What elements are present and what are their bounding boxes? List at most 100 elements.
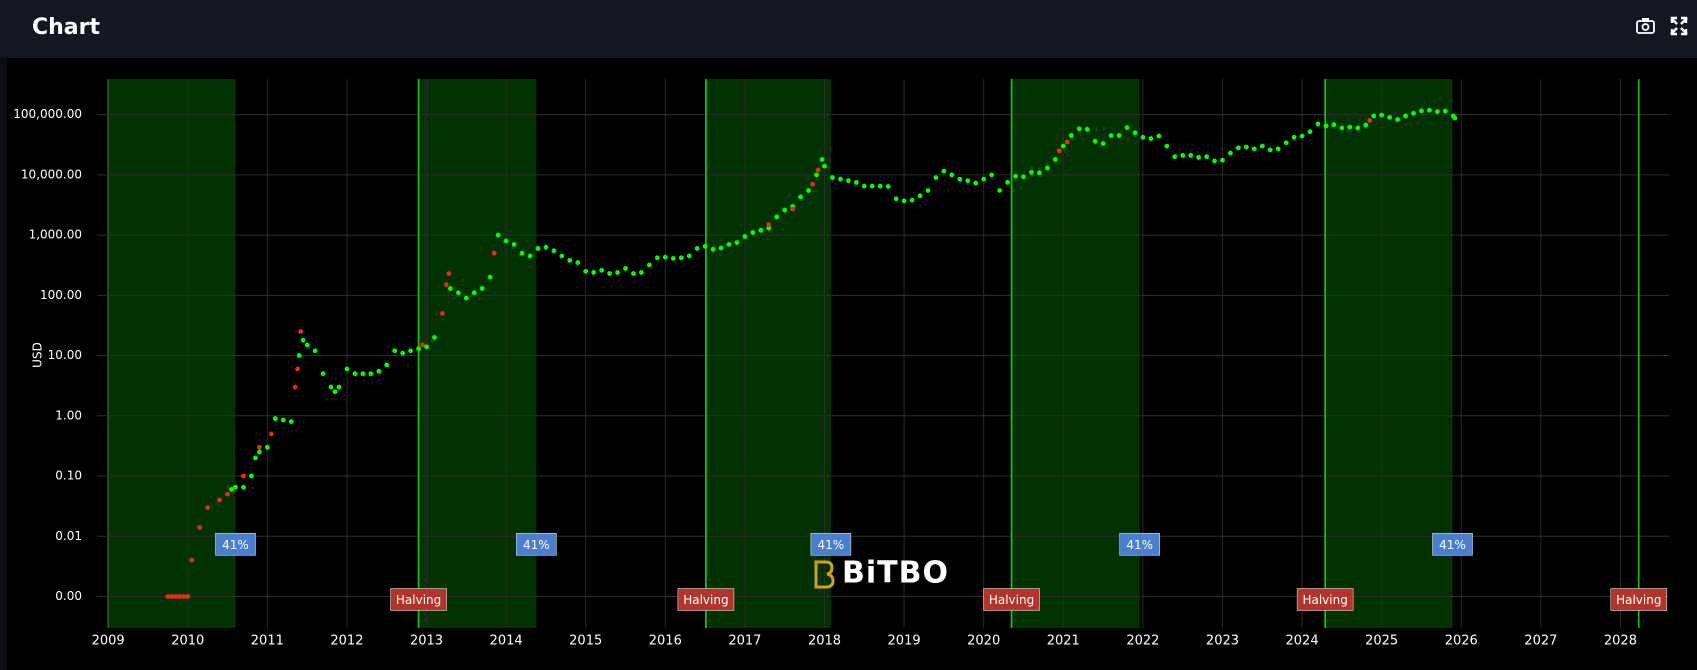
price-point xyxy=(997,188,1003,193)
price-point xyxy=(815,167,821,173)
price-point xyxy=(623,265,628,271)
background-layer xyxy=(97,79,1669,628)
price-point xyxy=(639,270,644,275)
price-point xyxy=(1013,173,1018,179)
price-point xyxy=(810,181,815,187)
price-point xyxy=(1387,114,1393,120)
price-point xyxy=(503,238,509,244)
header-bar xyxy=(0,0,1697,58)
price-point xyxy=(332,389,338,395)
price-point xyxy=(1037,170,1042,176)
fullscreen-icon[interactable] xyxy=(1670,16,1688,36)
price-point xyxy=(1021,174,1026,180)
price-point xyxy=(766,225,772,231)
price-point xyxy=(420,342,425,348)
price-point xyxy=(1052,157,1058,162)
price-point xyxy=(384,362,390,368)
halving-label: Halving xyxy=(989,593,1034,607)
price-point xyxy=(295,366,300,372)
price-point xyxy=(1084,126,1090,132)
price-point xyxy=(742,234,748,239)
price-point xyxy=(1419,108,1424,114)
halving-label-box xyxy=(1296,588,1354,611)
price-point xyxy=(1403,113,1408,119)
price-point xyxy=(917,193,923,199)
price-point xyxy=(1339,125,1345,131)
price-point xyxy=(853,179,859,185)
price-point xyxy=(933,175,939,180)
price-point xyxy=(1108,133,1114,138)
price-point xyxy=(973,180,979,186)
price-point xyxy=(320,371,326,377)
price-point xyxy=(965,178,971,184)
price-point xyxy=(1411,110,1416,116)
price-point xyxy=(535,246,541,251)
price-point xyxy=(424,344,429,350)
price-point xyxy=(1275,146,1281,152)
x-tick-label: 2027 xyxy=(1524,634,1557,649)
x-tick-label: 2020 xyxy=(967,634,1000,649)
price-point xyxy=(814,172,819,178)
halving-label: Halving xyxy=(1302,593,1347,607)
price-point xyxy=(631,271,636,276)
halving-label-box xyxy=(983,588,1040,611)
price-point xyxy=(543,244,549,250)
y-tick-label: 10.00 xyxy=(48,348,82,362)
price-point xyxy=(774,214,780,220)
price-point xyxy=(1056,148,1062,154)
region-label-box xyxy=(1119,532,1160,556)
price-point xyxy=(352,371,358,377)
price-point xyxy=(1116,133,1122,138)
price-point xyxy=(479,286,485,291)
price-point xyxy=(686,253,692,259)
price-point xyxy=(1371,113,1377,119)
price-point xyxy=(527,253,533,259)
price-point xyxy=(165,594,171,599)
camera-icon[interactable] xyxy=(1636,18,1655,34)
x-tick-label: 2010 xyxy=(171,634,204,649)
price-point xyxy=(1395,117,1400,122)
price-point xyxy=(440,311,445,316)
price-point xyxy=(205,505,211,510)
price-point xyxy=(197,525,203,530)
y-tick-label: 0.00 xyxy=(55,589,82,603)
region-label-box xyxy=(516,532,557,556)
price-point xyxy=(268,431,274,437)
price-point xyxy=(583,268,589,274)
price-point xyxy=(838,176,843,182)
price-point xyxy=(830,175,835,180)
price-point xyxy=(444,282,449,288)
price-point xyxy=(694,246,700,251)
price-point xyxy=(448,286,453,291)
price-point xyxy=(495,232,501,238)
price-point xyxy=(344,366,350,372)
price-point xyxy=(1243,144,1249,150)
price-point xyxy=(1299,133,1305,139)
price-point xyxy=(1267,147,1273,153)
region-label: 41% xyxy=(818,538,845,552)
x-tick-label: 2015 xyxy=(569,634,602,649)
price-point xyxy=(790,206,796,212)
price-point xyxy=(368,371,374,377)
price-point xyxy=(416,346,421,352)
price-point xyxy=(1235,145,1241,151)
price-point xyxy=(177,594,183,599)
price-point xyxy=(432,335,437,340)
price-point xyxy=(272,416,278,421)
price-point xyxy=(989,172,995,178)
price-point xyxy=(446,271,452,276)
price-point xyxy=(169,594,175,599)
price-point xyxy=(1124,125,1130,130)
price-point xyxy=(491,250,497,256)
x-tick-label: 2012 xyxy=(330,634,363,649)
price-point xyxy=(189,557,195,563)
price-point xyxy=(1220,157,1225,163)
price-point xyxy=(901,198,907,204)
x-tick-label: 2025 xyxy=(1365,634,1398,649)
x-tick-label: 2009 xyxy=(92,634,125,649)
x-tick-label: 2026 xyxy=(1445,634,1478,649)
price-point xyxy=(822,163,827,169)
price-point xyxy=(670,256,676,261)
price-point xyxy=(758,227,764,233)
